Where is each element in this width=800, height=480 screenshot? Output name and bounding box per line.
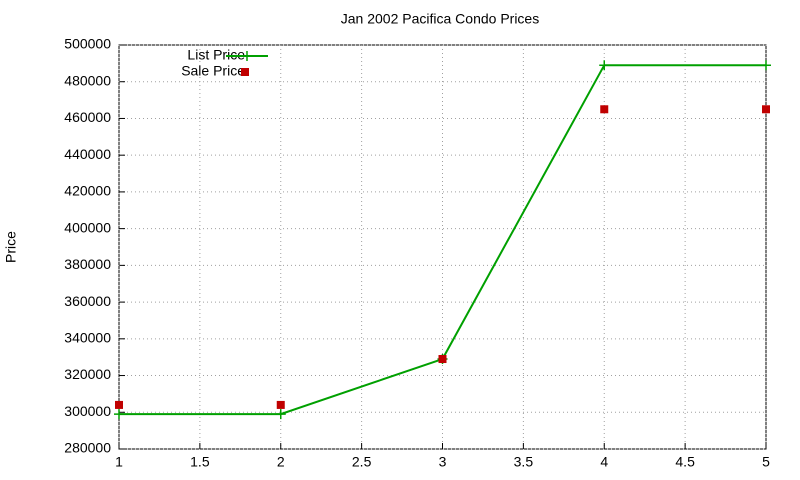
- y-tick-label: 500000: [64, 36, 111, 52]
- data-point: [761, 60, 771, 71]
- legend-swatch: [242, 51, 252, 61]
- y-tick-label: 320000: [64, 366, 111, 382]
- x-tick-label: 1: [115, 454, 123, 470]
- legend-label: Sale Price: [181, 63, 245, 79]
- chart-title: Jan 2002 Pacifica Condo Prices: [341, 11, 539, 27]
- y-tick-label: 380000: [64, 256, 111, 272]
- y-tick-label: 340000: [64, 330, 111, 346]
- legend-swatch: [241, 68, 249, 76]
- y-tick-label: 440000: [64, 146, 111, 162]
- y-tick-label: 360000: [64, 293, 111, 309]
- data-point: [114, 409, 124, 420]
- data-point: [438, 355, 447, 364]
- x-tick-label: 1.5: [190, 454, 210, 470]
- y-tick-label: 480000: [64, 72, 111, 88]
- y-tick-label: 460000: [64, 109, 111, 125]
- x-tick-label: 4: [600, 454, 608, 470]
- x-tick-label: 5: [762, 454, 770, 470]
- x-tick-label: 3.5: [514, 454, 534, 470]
- y-tick-label: 420000: [64, 183, 111, 199]
- data-point: [276, 400, 285, 409]
- legend-label: List Price: [187, 47, 245, 63]
- data-point: [762, 105, 770, 114]
- x-tick-label: 3: [439, 454, 447, 470]
- y-tick-label: 400000: [64, 219, 111, 235]
- x-tick-label: 2: [277, 454, 285, 470]
- data-point: [600, 105, 609, 114]
- data-point: [115, 400, 123, 409]
- data-point: [275, 409, 286, 420]
- x-tick-label: 2.5: [352, 454, 372, 470]
- y-tick-label: 300000: [64, 403, 111, 419]
- y-axis-label: Price: [3, 231, 19, 263]
- y-tick-label: 280000: [64, 440, 111, 456]
- data-point: [599, 60, 610, 71]
- x-tick-label: 4.5: [675, 454, 695, 470]
